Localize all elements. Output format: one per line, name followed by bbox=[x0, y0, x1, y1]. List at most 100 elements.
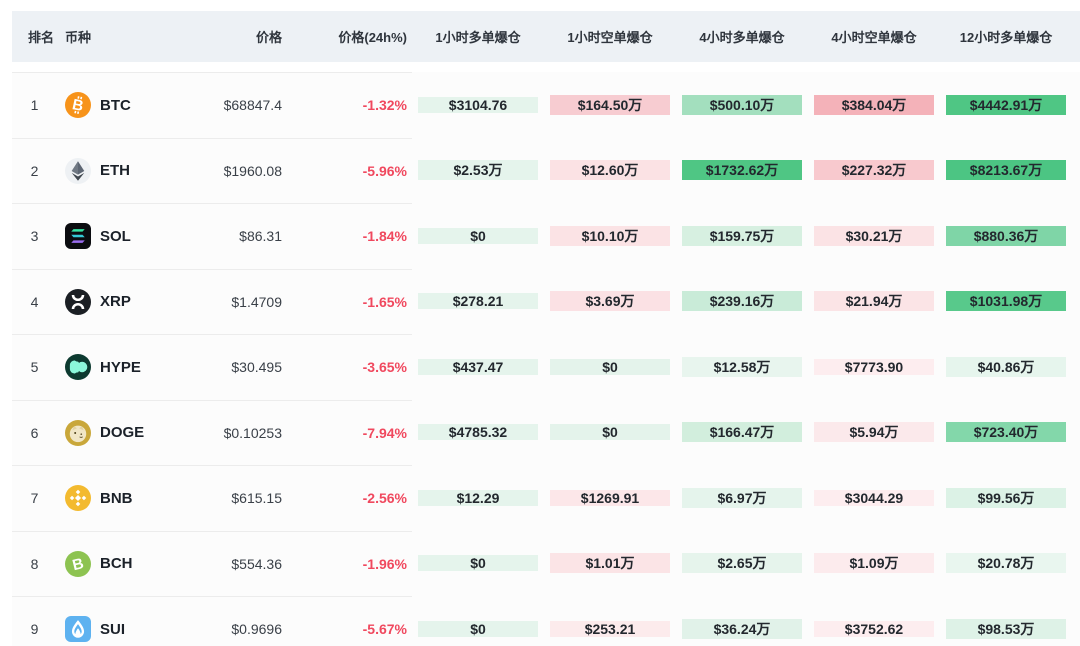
coin-symbol: BTC bbox=[100, 96, 131, 114]
liq-4h-long-cell: $239.16万 bbox=[676, 269, 808, 335]
coin-cell[interactable]: ETH bbox=[57, 137, 207, 204]
price-cell: $615.15 bbox=[207, 465, 292, 531]
table-row[interactable]: 7 BNB $615.15 -2.56% $12.29 $1269.91 $6.… bbox=[12, 465, 1080, 531]
rank-cell: 8 bbox=[12, 530, 57, 597]
coin-cell[interactable]: B BCH bbox=[57, 530, 207, 597]
liq-4h-short-cell: $3044.29 bbox=[808, 465, 940, 531]
btc-icon: B bbox=[65, 92, 91, 119]
liq-12h-long-cell: $8213.67万 bbox=[940, 138, 1072, 204]
liq-12h-long-cell: $40.86万 bbox=[940, 334, 1072, 400]
liq-1h-short-cell: $1269.91 bbox=[544, 465, 676, 531]
liq-12h-long-cell: $723.40万 bbox=[940, 400, 1072, 466]
rank-cell: 2 bbox=[12, 137, 57, 204]
liq-4h-long-cell: $2.65万 bbox=[676, 531, 808, 597]
coin-cell[interactable]: SOL bbox=[57, 203, 207, 269]
rank-cell: 1 bbox=[12, 72, 57, 138]
liq-4h-short-cell: $1.09万 bbox=[808, 531, 940, 597]
liq-4h-short-cell: $3752.62 bbox=[808, 596, 940, 646]
col-header-rank[interactable]: 排名 bbox=[28, 30, 55, 45]
liq-12h-long-cell: $1031.98万 bbox=[940, 269, 1072, 335]
doge-icon bbox=[65, 419, 91, 446]
liq-1h-short-cell: $10.10万 bbox=[544, 203, 676, 269]
coin-cell[interactable]: XRP bbox=[57, 268, 207, 335]
coin-symbol: ETH bbox=[100, 162, 130, 180]
next-column-sliver bbox=[1072, 72, 1080, 138]
next-column-sliver bbox=[1072, 531, 1080, 597]
liq-4h-long-cell: $159.75万 bbox=[676, 203, 808, 269]
next-column-sliver bbox=[1072, 465, 1080, 531]
col-header-4h-short[interactable]: 4小时空单爆仓 bbox=[831, 30, 917, 45]
table-row[interactable]: 2 ETH $1960.08 -5.96% $2.53万 $12.60万 $17… bbox=[12, 137, 1080, 204]
next-column-sliver bbox=[1072, 596, 1080, 646]
liq-4h-long-cell: $1732.62万 bbox=[676, 138, 808, 204]
svg-text:B: B bbox=[71, 96, 85, 115]
coin-symbol: SUI bbox=[100, 620, 126, 638]
rank-cell: 3 bbox=[12, 203, 57, 269]
svg-text:B: B bbox=[71, 555, 86, 574]
bnb-icon bbox=[65, 485, 91, 512]
liq-4h-short-cell: $30.21万 bbox=[808, 203, 940, 269]
hype-icon bbox=[65, 354, 91, 381]
coin-symbol: BNB bbox=[100, 489, 133, 507]
coin-symbol: SOL bbox=[100, 227, 131, 245]
next-column-sliver bbox=[1072, 269, 1080, 335]
rank-cell: 7 bbox=[12, 465, 57, 531]
liq-1h-short-cell: $164.50万 bbox=[544, 72, 676, 138]
price-cell: $554.36 bbox=[207, 530, 292, 597]
coin-cell[interactable]: B BTC bbox=[57, 72, 207, 138]
liq-1h-long-cell: $0 bbox=[412, 203, 544, 269]
table-header: 排名 币种 价格 价格(24h%) 1小时多单爆仓 1小时空单爆仓 4小时多单爆… bbox=[12, 11, 1080, 62]
price-change-cell: -1.96% bbox=[292, 530, 412, 597]
coin-cell[interactable]: BNB bbox=[57, 465, 207, 531]
col-header-1h-short[interactable]: 1小时空单爆仓 bbox=[567, 30, 653, 45]
table-row[interactable]: 9 SUI $0.9696 -5.67% $0 $253.21 $36.24万 … bbox=[12, 596, 1080, 646]
rank-cell: 5 bbox=[12, 334, 57, 400]
sol-icon bbox=[65, 223, 91, 250]
price-cell: $1960.08 bbox=[207, 137, 292, 204]
price-change-cell: -3.65% bbox=[292, 334, 412, 400]
col-header-1h-long[interactable]: 1小时多单爆仓 bbox=[435, 30, 521, 45]
liq-4h-short-cell: $7773.90 bbox=[808, 334, 940, 400]
table-row[interactable]: 4 XRP $1.4709 -1.65% $278.21 $3.69万 $239… bbox=[12, 268, 1080, 335]
col-header-price[interactable]: 价格 bbox=[255, 30, 282, 45]
col-header-coin[interactable]: 币种 bbox=[65, 30, 92, 45]
liq-4h-short-cell: $227.32万 bbox=[808, 138, 940, 204]
liq-12h-long-cell: $98.53万 bbox=[940, 596, 1072, 646]
eth-icon bbox=[65, 157, 91, 184]
next-column-sliver bbox=[1072, 334, 1080, 400]
liq-12h-long-cell: $4442.91万 bbox=[940, 72, 1072, 138]
liq-4h-long-cell: $36.24万 bbox=[676, 596, 808, 646]
liq-1h-long-cell: $4785.32 bbox=[412, 400, 544, 466]
rank-cell: 4 bbox=[12, 268, 57, 335]
coin-cell[interactable]: HYPE bbox=[57, 334, 207, 400]
liq-1h-short-cell: $253.21 bbox=[544, 596, 676, 646]
liq-4h-long-cell: $500.10万 bbox=[676, 72, 808, 138]
liq-4h-long-cell: $6.97万 bbox=[676, 465, 808, 531]
table-row[interactable]: 8 B BCH $554.36 -1.96% $0 $1.01万 $2.65万 … bbox=[12, 530, 1080, 597]
next-column-sliver bbox=[1072, 203, 1080, 269]
price-change-cell: -2.56% bbox=[292, 465, 412, 531]
table-row[interactable]: 3 SOL $86.31 -1.84% $0 $10.10万 $159.75万 … bbox=[12, 203, 1080, 269]
liq-12h-long-cell: $880.36万 bbox=[940, 203, 1072, 269]
price-cell: $0.9696 bbox=[207, 596, 292, 646]
col-header-change24h[interactable]: 价格(24h%) bbox=[338, 30, 407, 45]
coin-cell[interactable]: DOGE bbox=[57, 399, 207, 466]
price-change-cell: -5.67% bbox=[292, 596, 412, 646]
table-row[interactable]: 1 B BTC $68847.4 -1.32% $3104.76 $164.50… bbox=[12, 72, 1080, 138]
table-row[interactable]: 5 HYPE $30.495 -3.65% $437.47 $0 $12.58万… bbox=[12, 334, 1080, 400]
liq-1h-long-cell: $12.29 bbox=[412, 465, 544, 531]
col-header-4h-long[interactable]: 4小时多单爆仓 bbox=[699, 30, 785, 45]
coin-cell[interactable]: SUI bbox=[57, 596, 207, 646]
liq-1h-short-cell: $0 bbox=[544, 334, 676, 400]
price-cell: $68847.4 bbox=[207, 72, 292, 138]
col-header-12h-long[interactable]: 12小时多单爆仓 bbox=[959, 30, 1053, 45]
table-row[interactable]: 6 DOGE $0.10253 -7.94% $4785.32 $0 $166.… bbox=[12, 399, 1080, 466]
sui-icon bbox=[65, 616, 91, 643]
coin-symbol: DOGE bbox=[100, 424, 145, 442]
xrp-icon bbox=[65, 288, 91, 315]
liq-1h-short-cell: $3.69万 bbox=[544, 269, 676, 335]
liq-4h-long-cell: $12.58万 bbox=[676, 334, 808, 400]
coin-symbol: XRP bbox=[100, 293, 131, 311]
